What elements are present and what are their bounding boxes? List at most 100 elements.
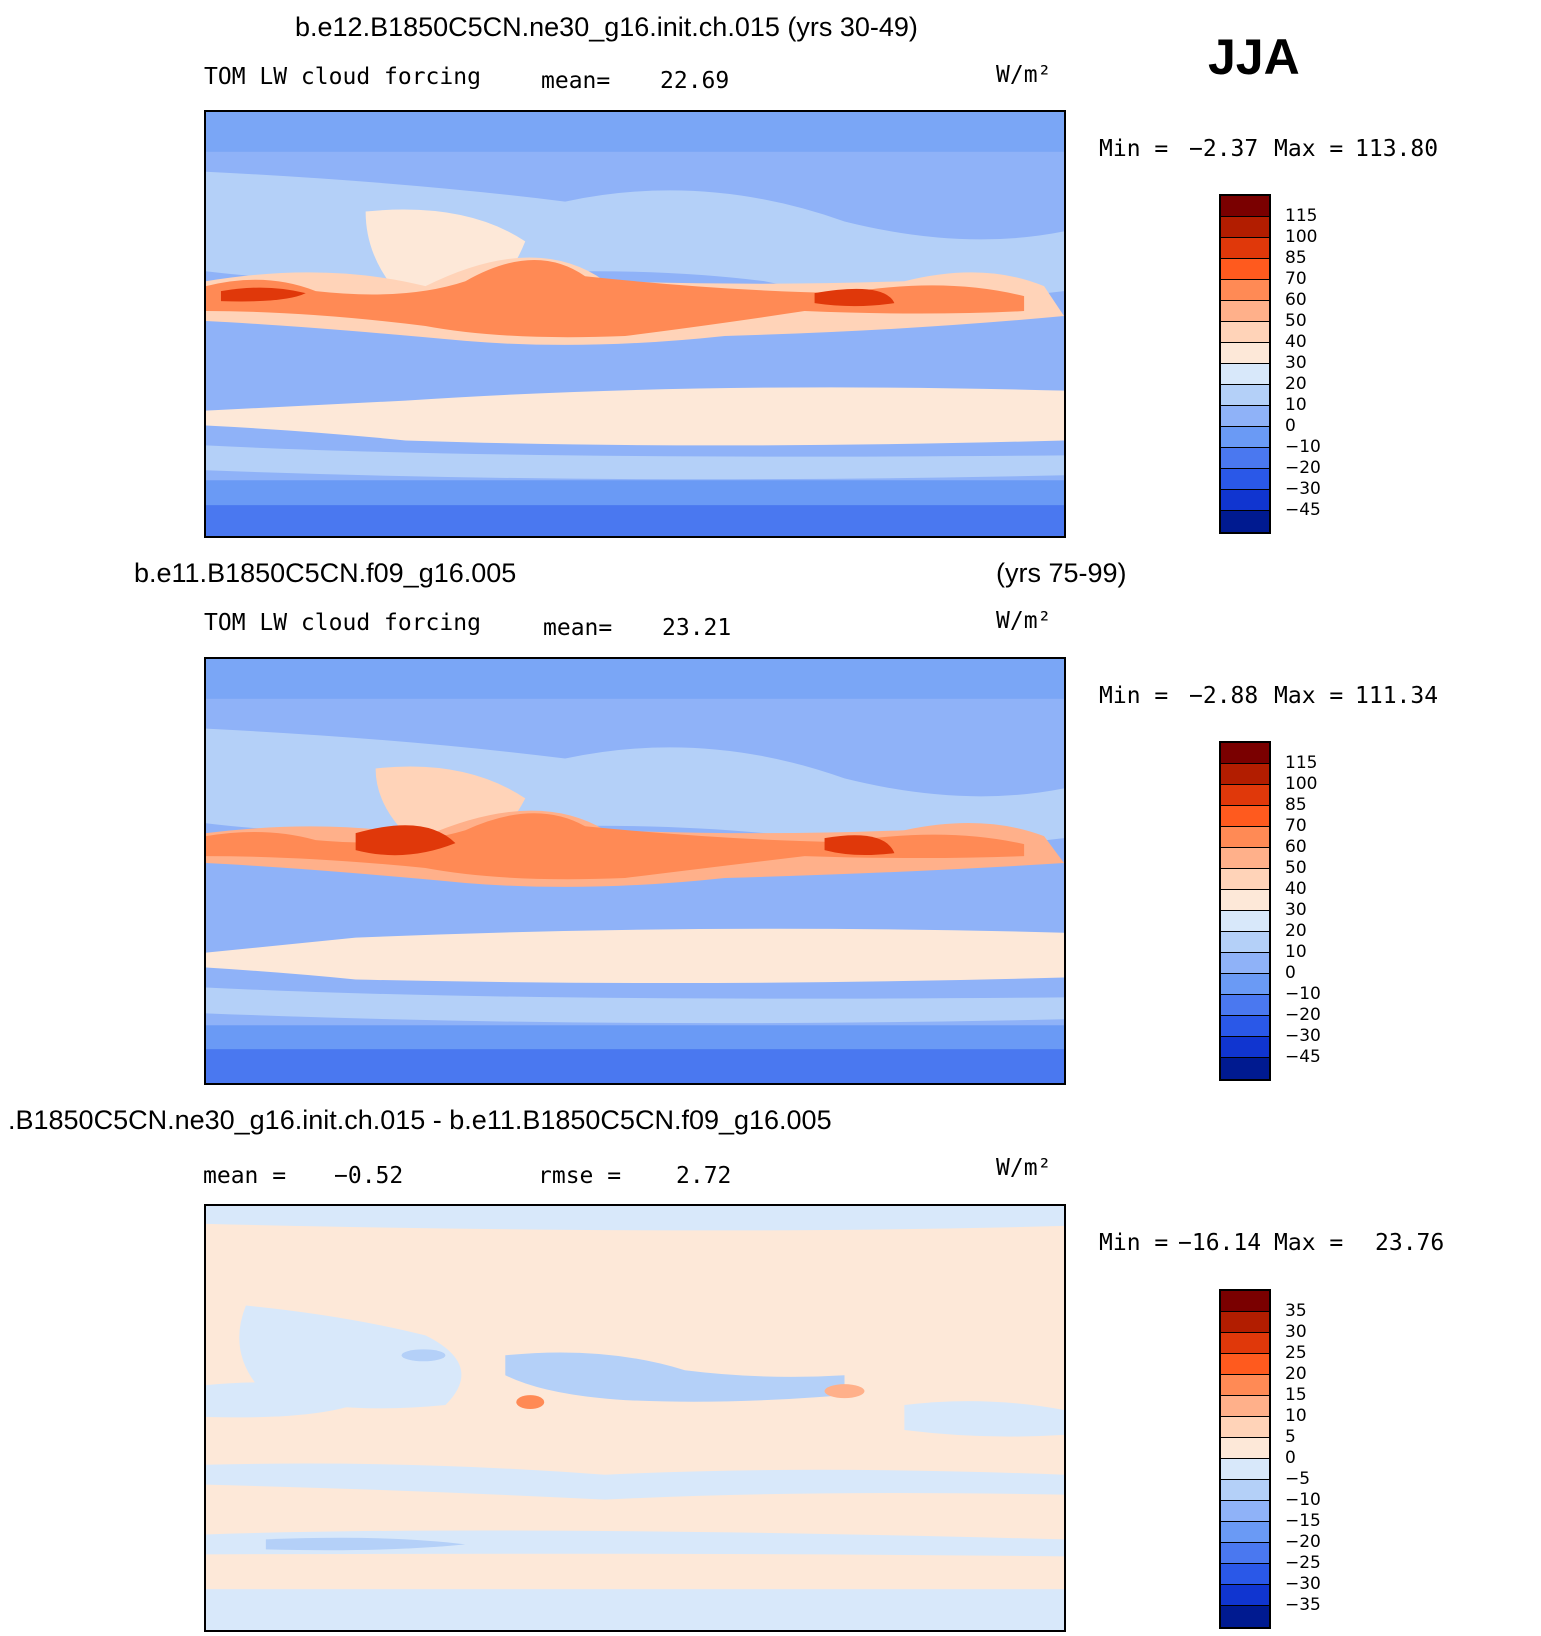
colorbar-level-label: −35 [1285,1595,1321,1615]
colorbar-level-label: 70 [1285,816,1307,836]
colorbar-level-label: −45 [1285,1047,1321,1067]
colorbar-level-label: −20 [1285,458,1321,478]
colorbar-level-label: 40 [1285,879,1307,899]
colorbar-segment [1221,1606,1269,1627]
colorbar-segment [1221,406,1269,427]
panel3-min-label: Min = [1099,1230,1169,1256]
colorbar-segment [1221,911,1269,932]
panel3-map [204,1204,1066,1632]
colorbar-level-label: 0 [1285,1448,1296,1468]
colorbar-segment [1221,1459,1269,1480]
colorbar-segment [1221,1501,1269,1522]
panel3-mean-label: mean = [203,1163,287,1189]
colorbar-level-label: −10 [1285,1490,1321,1510]
colorbar-segment [1221,301,1269,322]
panel3-max-value: 23.76 [1375,1230,1445,1256]
colorbar-segment [1221,1396,1269,1417]
colorbar-segment [1221,364,1269,385]
panel2-map [204,657,1066,1085]
colorbar-level-label: −30 [1285,1026,1321,1046]
colorbar-level-label: 50 [1285,311,1307,331]
panel1-max-label: Max = [1274,136,1344,162]
colorbar-level-label: 115 [1285,206,1318,226]
colorbar-segment [1221,280,1269,301]
colorbar-level-label: −5 [1285,1469,1311,1489]
colorbar-segment [1221,1016,1269,1037]
panel2-title: b.e11.B1850C5CN.f09_g16.005 [134,558,517,588]
panel2-colorbar [1219,741,1271,1081]
colorbar-segment [1221,785,1269,806]
colorbar-level-label: 0 [1285,963,1296,983]
colorbar-level-label: 70 [1285,269,1307,289]
colorbar-segment [1221,238,1269,259]
colorbar-level-label: 50 [1285,858,1307,878]
colorbar-level-label: 85 [1285,248,1307,268]
panel2-min-label: Min = [1099,683,1169,709]
colorbar-segment [1221,806,1269,827]
panel3-rmse-label: rmse = [538,1163,622,1189]
colorbar-level-label: 5 [1285,1427,1296,1447]
panel3-max-label: Max = [1274,1230,1344,1256]
colorbar-level-label: 60 [1285,837,1307,857]
colorbar-segment [1221,848,1269,869]
panel3-units: W/m² [996,1155,1052,1181]
colorbar-level-label: 30 [1285,1322,1307,1342]
colorbar-level-label: 30 [1285,900,1307,920]
colorbar-segment [1221,1312,1269,1333]
colorbar-segment [1221,974,1269,995]
colorbar-segment [1221,1354,1269,1375]
colorbar-level-label: −45 [1285,500,1321,520]
colorbar-segment [1221,1585,1269,1606]
colorbar-segment [1221,827,1269,848]
colorbar-segment [1221,448,1269,469]
colorbar-segment [1221,932,1269,953]
colorbar-segment [1221,259,1269,280]
colorbar-level-label: 40 [1285,332,1307,352]
colorbar-segment [1221,322,1269,343]
colorbar-level-label: 10 [1285,395,1307,415]
colorbar-level-label: −20 [1285,1532,1321,1552]
colorbar-segment [1221,953,1269,974]
panel2-years: (yrs 75-99) [996,558,1127,588]
colorbar-segment [1221,1375,1269,1396]
colorbar-segment [1221,343,1269,364]
colorbar-level-label: 25 [1285,1343,1307,1363]
panel2-max-label: Max = [1274,683,1344,709]
colorbar-segment [1221,1058,1269,1079]
colorbar-level-label: 35 [1285,1301,1307,1321]
panel2-mean-value: 23.21 [662,615,732,641]
colorbar-segment [1221,427,1269,448]
panel2-variable: TOM LW cloud forcing [204,610,481,636]
colorbar-segment [1221,1522,1269,1543]
colorbar-level-label: −30 [1285,1574,1321,1594]
panel3-map-field [206,1206,1064,1630]
colorbar-level-label: −30 [1285,479,1321,499]
colorbar-segment [1221,385,1269,406]
panel1-map-field [206,112,1064,536]
colorbar-segment [1221,995,1269,1016]
colorbar-level-label: 10 [1285,1406,1307,1426]
colorbar-segment [1221,743,1269,764]
colorbar-level-label: −20 [1285,1005,1321,1025]
colorbar-segment [1221,196,1269,217]
colorbar-segment [1221,1291,1269,1312]
colorbar-level-label: 15 [1285,1385,1307,1405]
panel1-variable: TOM LW cloud forcing [204,64,481,90]
colorbar-level-label: 20 [1285,921,1307,941]
panel1-title: b.e12.B1850C5CN.ne30_g16.init.ch.015 (yr… [295,12,918,42]
colorbar-level-label: −10 [1285,437,1321,457]
panel2-mean-label: mean= [543,615,613,641]
panel1-map [204,110,1066,538]
colorbar-level-label: 115 [1285,753,1318,773]
colorbar-level-label: 60 [1285,290,1307,310]
colorbar-segment [1221,511,1269,532]
panel3-colorbar [1219,1289,1271,1629]
panel1-mean-label: mean= [541,68,611,94]
panel1-min-label: Min = [1099,136,1169,162]
colorbar-level-label: −25 [1285,1553,1321,1573]
colorbar-segment [1221,217,1269,238]
colorbar-level-label: 20 [1285,374,1307,394]
colorbar-level-label: 20 [1285,1364,1307,1384]
colorbar-segment [1221,1037,1269,1058]
colorbar-segment [1221,1417,1269,1438]
